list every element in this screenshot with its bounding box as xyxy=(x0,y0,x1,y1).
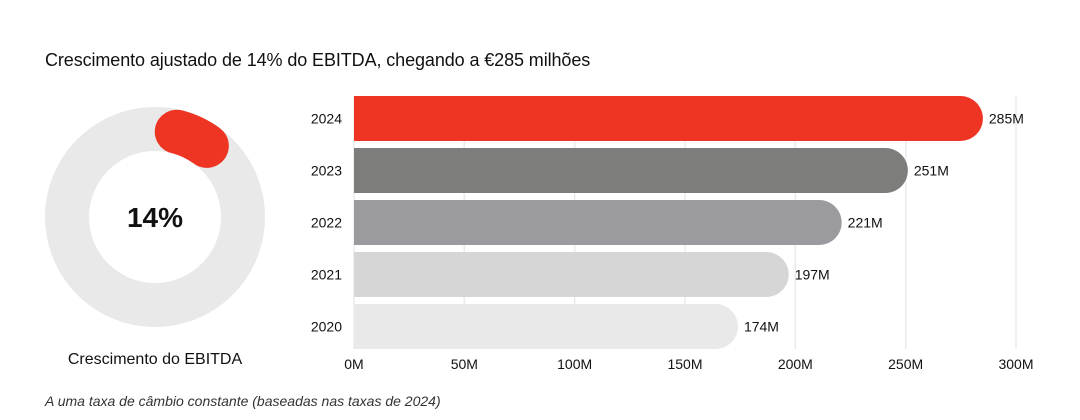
bar-2024 xyxy=(354,96,983,141)
y-tick-label: 2023 xyxy=(311,163,342,179)
x-tick-label: 150M xyxy=(667,356,702,372)
x-tick-label: 0M xyxy=(344,356,363,372)
x-tick-label: 200M xyxy=(778,356,813,372)
value-label: 174M xyxy=(744,319,779,335)
value-labels: 285M 251M 221M 197M 174M xyxy=(744,111,1024,335)
x-tick-label: 300M xyxy=(998,356,1033,372)
value-label: 197M xyxy=(795,267,830,283)
y-tick-label: 2024 xyxy=(311,111,342,127)
donut-center-label: 14% xyxy=(127,202,183,233)
y-axis-labels: 2024 2023 2022 2021 2020 xyxy=(311,111,342,335)
x-tick-label: 100M xyxy=(557,356,592,372)
y-tick-label: 2022 xyxy=(311,215,342,231)
bar-2023 xyxy=(354,148,908,193)
chart-title: Crescimento ajustado de 14% do EBITDA, c… xyxy=(45,50,591,70)
value-label: 251M xyxy=(914,163,949,179)
donut-caption: Crescimento do EBITDA xyxy=(68,351,243,368)
x-tick-label: 250M xyxy=(888,356,923,372)
donut-value-arc xyxy=(154,109,229,168)
x-axis-labels: 0M 50M 100M 150M 200M 250M 300M xyxy=(344,356,1033,372)
y-tick-label: 2020 xyxy=(311,319,342,335)
bar-2020 xyxy=(354,304,738,349)
y-tick-label: 2021 xyxy=(311,267,342,283)
value-label: 221M xyxy=(848,215,883,231)
value-label: 285M xyxy=(989,111,1024,127)
bars xyxy=(354,96,983,349)
donut-chart: 14% Crescimento do EBITDA xyxy=(45,107,265,368)
bar-2021 xyxy=(354,252,789,297)
bar-2022 xyxy=(354,200,842,245)
x-tick-label: 50M xyxy=(451,356,478,372)
footnote: A uma taxa de câmbio constante (baseadas… xyxy=(45,393,441,409)
